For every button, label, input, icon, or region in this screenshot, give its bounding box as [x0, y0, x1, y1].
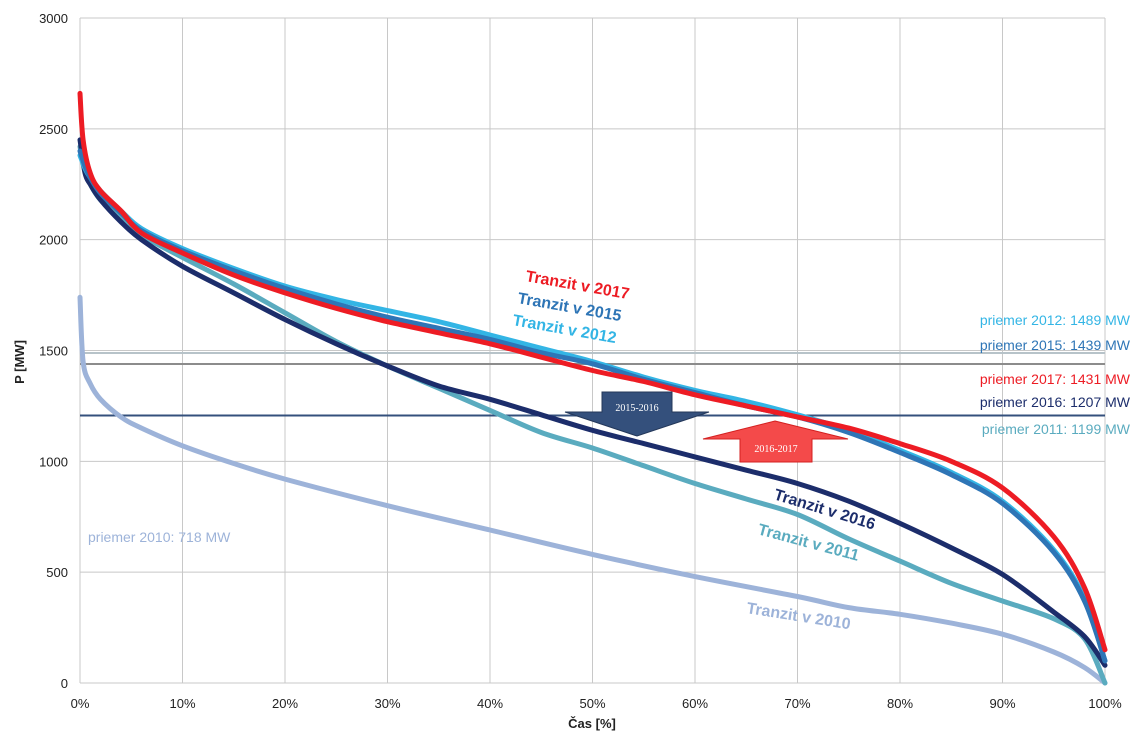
y-tick-label: 1000	[39, 454, 68, 469]
grid	[79, 17, 1106, 684]
y-tick-label: 500	[46, 565, 68, 580]
average-labels: priemer 2012: 1489 MW priemer 2015: 1439…	[88, 312, 1131, 545]
change-arrows: 2015-2016 2016-2017	[564, 391, 849, 463]
y-tick-label: 2500	[39, 122, 68, 137]
y-axis-title: P [MW]	[12, 340, 27, 384]
series-layer	[77, 90, 1108, 686]
x-tick-label: 30%	[374, 696, 400, 711]
arrow-up-icon	[702, 420, 849, 463]
x-tick-label: 100%	[1088, 696, 1122, 711]
arrow-down-icon	[564, 391, 710, 437]
y-tick-label: 0	[61, 676, 68, 691]
x-tick-label: 80%	[887, 696, 913, 711]
y-tick-label: 2000	[39, 233, 68, 248]
x-tick-label: 60%	[682, 696, 708, 711]
x-axis-title: Čas [%]	[568, 716, 616, 731]
avg-label-2015: priemer 2015: 1439 MW	[980, 337, 1131, 353]
x-tick-label: 40%	[477, 696, 503, 711]
avg-label-2012: priemer 2012: 1489 MW	[980, 312, 1131, 328]
y-tick-label: 3000	[39, 11, 68, 26]
y-tick-label: 1500	[39, 344, 68, 359]
avg-label-2011: priemer 2011: 1199 MW	[982, 421, 1131, 437]
arrow-2015-2016: 2015-2016	[564, 391, 710, 437]
series-label-2011: Tranzit v 2011	[756, 521, 861, 564]
x-tick-label: 90%	[989, 696, 1015, 711]
arrow-2015-2016-label: 2015-2016	[615, 403, 658, 414]
x-tick-label: 0%	[71, 696, 90, 711]
series-line-tranzit-v-2016	[77, 137, 1108, 668]
x-tick-label: 20%	[272, 696, 298, 711]
avg-label-2016: priemer 2016: 1207 MW	[980, 394, 1131, 410]
series-line-tranzit-v-2010	[77, 294, 1108, 686]
series-line-tranzit-v-2011	[77, 144, 1108, 686]
arrow-2016-2017: 2016-2017	[702, 420, 849, 463]
tick-labels: 0% 10% 20% 30% 40% 50% 60% 70% 80% 90% 100% 0 500 100…	[39, 11, 1122, 711]
avg-label-2017: priemer 2017: 1431 MW	[980, 371, 1131, 387]
avg-label-2010: priemer 2010: 718 MW	[88, 529, 231, 545]
arrow-2016-2017-label: 2016-2017	[754, 444, 797, 455]
series-line-tranzit-v-2017	[77, 90, 1108, 653]
x-tick-label: 50%	[579, 696, 605, 711]
x-tick-label: 10%	[169, 696, 195, 711]
x-tick-label: 70%	[784, 696, 810, 711]
